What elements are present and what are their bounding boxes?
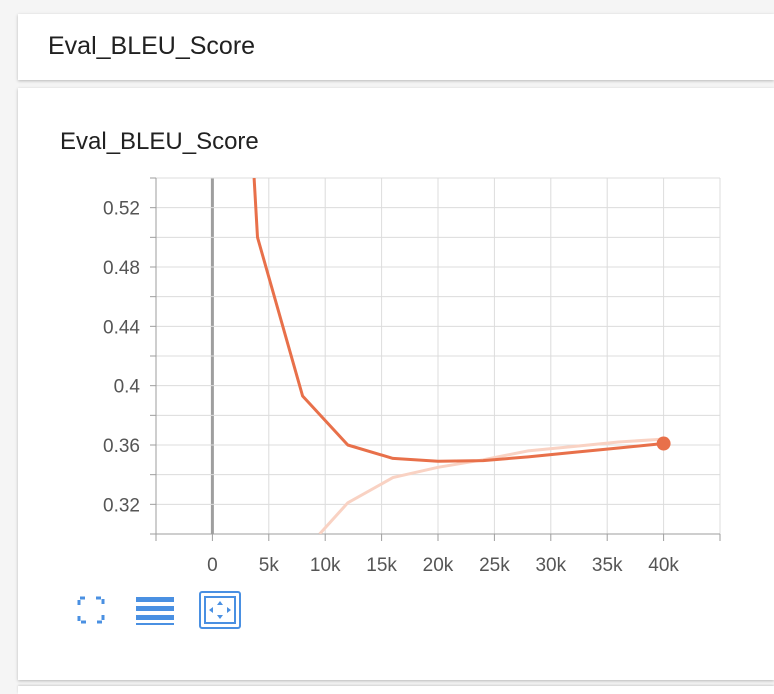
- fit-domain-icon: [204, 596, 236, 624]
- x-tick-label: 35k: [592, 555, 623, 576]
- data-table-button[interactable]: [134, 591, 176, 629]
- fit-domain-button[interactable]: [199, 591, 241, 629]
- header-card[interactable]: Eval_BLEU_Score: [18, 14, 774, 80]
- x-tick-label: 0: [207, 555, 218, 576]
- fullscreen-icon: [77, 596, 105, 624]
- data-table-icon: [136, 597, 174, 625]
- smoothed-series-line: [252, 178, 664, 463]
- x-tick-label: 40k: [648, 555, 679, 576]
- header-title: Eval_BLEU_Score: [48, 32, 256, 60]
- chart-title: Eval_BLEU_Score: [60, 128, 259, 155]
- x-tick-label: 25k: [479, 555, 510, 576]
- x-tick-label: 15k: [366, 555, 397, 576]
- y-tick-label: 0.4: [114, 377, 141, 398]
- x-tick-label: 5k: [259, 555, 280, 576]
- fullscreen-button[interactable]: [70, 591, 112, 629]
- y-tick-label: 0.48: [103, 258, 140, 279]
- y-tick-label: 0.36: [103, 436, 140, 457]
- x-tick-label: 20k: [423, 555, 454, 576]
- last-point-marker: [656, 436, 671, 451]
- y-tick-label: 0.52: [103, 199, 140, 220]
- chart-card: Eval_BLEU_Score 0.32 0.36 0.4 0.44 0.48 0.52 0…: [18, 88, 774, 680]
- x-tick-label: 10k: [310, 555, 341, 576]
- x-tick-label: 30k: [535, 555, 566, 576]
- y-tick-label: 0.44: [103, 317, 140, 338]
- line-chart[interactable]: 0.32 0.36 0.4 0.44 0.48 0.52 0 5k 10k 15k 20k 25k 30…: [18, 88, 774, 598]
- y-tick-label: 0.32: [103, 495, 140, 516]
- next-card-edge: [18, 686, 774, 694]
